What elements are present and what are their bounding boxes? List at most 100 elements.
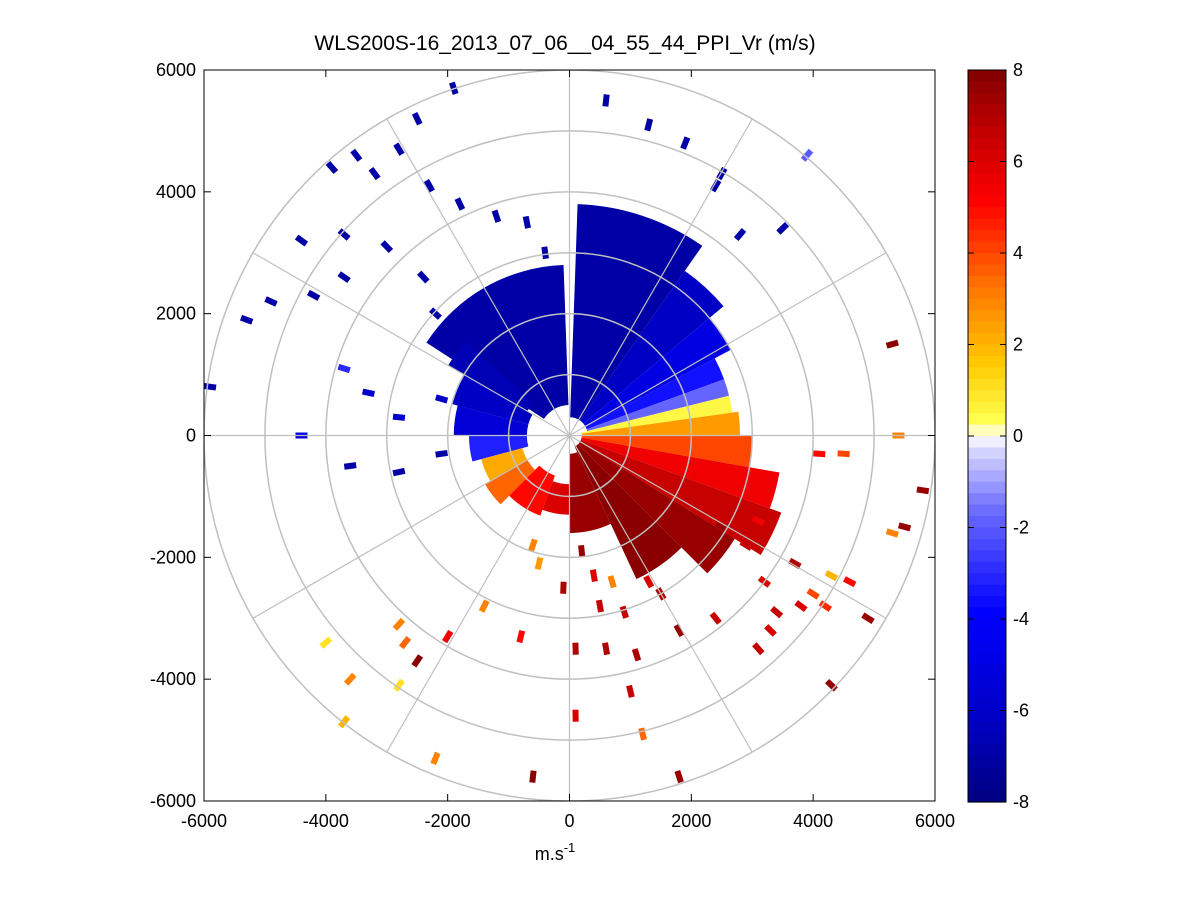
colorbar-step-0	[968, 70, 1006, 83]
range-gate-cell-77	[398, 636, 412, 650]
range-gate-cell-1	[239, 314, 254, 325]
colorbar-step-43	[968, 561, 1006, 574]
range-gate-cell-48	[770, 605, 784, 619]
range-gate-cell-69	[572, 709, 579, 722]
radial-spoke-60	[569, 252, 887, 437]
range-gate-cell-64	[572, 642, 579, 655]
radial-spoke-240	[252, 434, 570, 619]
radial-spoke-30	[568, 118, 753, 436]
range-gate-cell-78	[411, 654, 424, 668]
range-gate-cell-50	[788, 557, 802, 569]
range-gate-cell-12	[491, 209, 502, 223]
colorbar-tick-label-5: -2	[1013, 518, 1029, 538]
range-gate-cell-22	[644, 118, 654, 132]
colorbar-step-1	[968, 81, 1006, 94]
x-tick-label-2: -2000	[425, 811, 471, 831]
colorbar-tick-label-0: 8	[1013, 60, 1023, 80]
polar-grid	[204, 70, 935, 801]
range-gate-cell-61	[589, 569, 598, 583]
range-gate-cell-83	[560, 581, 567, 594]
range-gate-cell-85	[528, 538, 538, 552]
colorbar-step-6	[968, 138, 1006, 151]
colorbar-step-62	[968, 779, 1006, 792]
range-gate-cell-21	[602, 94, 610, 107]
velocity-sector-5	[481, 448, 528, 482]
radial-spoke-210	[386, 435, 571, 753]
velocity-sector-21	[542, 481, 570, 515]
range-gate-cell-72	[430, 751, 441, 766]
velocity-sector-18	[578, 441, 735, 574]
x-tick-label-5: 4000	[793, 811, 833, 831]
colorbar-step-10	[968, 184, 1006, 197]
colorbar-step-4	[968, 115, 1006, 128]
range-gate-cell-43	[885, 528, 899, 538]
y-tick-label-4: -2000	[150, 547, 196, 567]
colorbar-step-14	[968, 230, 1006, 243]
colorbar-step-63	[968, 790, 1006, 803]
colorbar-step-20	[968, 298, 1006, 311]
range-gate-cell-33	[434, 394, 449, 404]
velocity-sector-4	[468, 435, 529, 462]
velocity-sector-6	[485, 459, 536, 505]
y-tick-label-6: -6000	[150, 791, 196, 811]
range-gate-cell-63	[619, 605, 629, 619]
radial-spoke-330	[386, 118, 571, 436]
colorbar-step-25	[968, 355, 1006, 368]
colorbar-step-40	[968, 527, 1006, 540]
colorbar-step-9	[968, 172, 1006, 185]
y-tick-label-0: 6000	[156, 60, 196, 80]
velocity-sector-8	[570, 204, 703, 421]
range-gate-cell-45	[824, 570, 839, 582]
colorbar-step-42	[968, 550, 1006, 563]
range-gate-cell-40	[813, 450, 826, 458]
range-gate-cell-59	[643, 574, 655, 589]
range-gate-cell-56	[709, 611, 722, 625]
range-gate-cell-87	[715, 521, 729, 533]
colorbar-step-52	[968, 664, 1006, 677]
colorbar-step-39	[968, 516, 1006, 529]
colorbar-step-58	[968, 733, 1006, 746]
x-tick-label-6: 6000	[915, 811, 955, 831]
range-gate-cell-30	[361, 388, 375, 398]
range-gate-cell-41	[916, 486, 930, 495]
x-tick-label-1: -4000	[303, 811, 349, 831]
colorbar-step-7	[968, 150, 1006, 163]
y-tick-label-1: 4000	[156, 182, 196, 202]
range-gate-cell-7	[393, 142, 405, 156]
radial-spoke-150	[568, 435, 753, 753]
range-gate-cell-42	[897, 522, 912, 532]
range-gate-cell-28	[800, 148, 814, 162]
range-gate-cell-71	[529, 770, 537, 783]
colorbar-tick-label-4: 0	[1013, 426, 1023, 446]
velocity-sector-19	[574, 444, 682, 580]
colorbar-step-23	[968, 333, 1006, 346]
range-gate-cell-14	[541, 246, 549, 260]
colorbar-step-22	[968, 321, 1006, 334]
range-gate-cell-16	[380, 240, 394, 254]
range-gate-cell-2	[264, 296, 278, 307]
velocity-sector-16	[580, 437, 780, 509]
range-gate-cell-79	[441, 629, 454, 644]
velocity-sector-10	[583, 318, 731, 427]
x-axis-ticks: -6000 -4000 -2000 0 2000 4000 6000	[181, 70, 955, 831]
colorbar-step-19	[968, 287, 1006, 300]
range-gate-cell-35	[392, 467, 406, 477]
colorbar-step-8	[968, 161, 1006, 174]
colorbar-step-50	[968, 641, 1006, 654]
velocity-sector-11	[585, 358, 725, 430]
x-tick-label-0: -6000	[181, 811, 227, 831]
plot-axes: -6000 -4000 -2000 0 2000 4000 6000 6000 4000 200…	[150, 60, 955, 864]
range-gate-cell-88	[739, 539, 753, 551]
velocity-sector-1	[448, 341, 534, 412]
colorbar-step-13	[968, 218, 1006, 231]
colorbar-step-61	[968, 767, 1006, 780]
range-gate-cell-39	[837, 450, 850, 458]
colorbar-step-60	[968, 756, 1006, 769]
chart-title: WLS200S-16_2013_07_06__04_55_44_PPI_Vr (…	[314, 32, 815, 55]
colorbar: 8 6 4 2 0 -2 -4 -6 -8	[967, 60, 1029, 812]
colorbar-step-55	[968, 699, 1006, 712]
range-gate-cell-19	[417, 270, 430, 284]
colorbar-tick-label-6: -4	[1013, 609, 1029, 629]
colorbar-step-30	[968, 413, 1006, 426]
